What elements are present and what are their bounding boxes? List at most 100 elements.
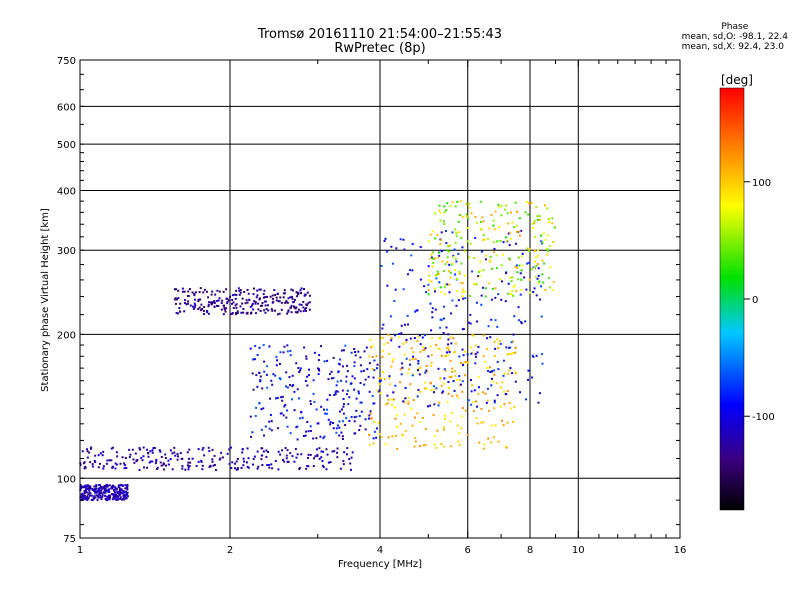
data-point bbox=[426, 370, 429, 373]
data-point bbox=[474, 215, 477, 218]
data-point bbox=[282, 458, 285, 461]
data-point bbox=[553, 226, 556, 229]
data-point bbox=[187, 290, 190, 293]
data-point bbox=[208, 466, 211, 469]
data-point bbox=[477, 376, 480, 379]
data-point bbox=[191, 291, 194, 294]
data-point bbox=[543, 262, 546, 265]
data-point bbox=[532, 227, 535, 230]
data-point bbox=[183, 301, 186, 304]
data-point bbox=[551, 217, 554, 220]
data-point bbox=[275, 364, 278, 367]
data-point bbox=[497, 203, 500, 206]
data-point bbox=[417, 362, 420, 365]
data-point bbox=[232, 307, 235, 310]
data-point bbox=[85, 495, 88, 498]
data-point bbox=[427, 289, 430, 292]
data-point bbox=[300, 303, 303, 306]
data-point bbox=[342, 420, 345, 423]
data-point bbox=[320, 456, 323, 459]
data-point bbox=[304, 307, 307, 310]
data-point bbox=[213, 454, 216, 457]
data-point bbox=[444, 283, 447, 286]
data-point bbox=[245, 299, 248, 302]
data-point bbox=[171, 468, 174, 471]
data-point bbox=[321, 460, 324, 463]
data-point bbox=[353, 364, 356, 367]
data-point bbox=[535, 265, 538, 268]
data-point bbox=[124, 487, 127, 490]
data-point bbox=[439, 286, 442, 289]
data-point bbox=[193, 302, 196, 305]
data-point bbox=[264, 311, 267, 314]
data-point bbox=[400, 332, 403, 335]
data-point bbox=[185, 303, 188, 306]
data-point bbox=[222, 290, 225, 293]
data-point bbox=[505, 239, 508, 242]
data-point bbox=[386, 250, 389, 253]
data-point bbox=[102, 467, 105, 470]
data-point bbox=[436, 429, 439, 432]
data-point bbox=[398, 345, 401, 348]
data-point bbox=[501, 419, 504, 422]
data-point bbox=[218, 458, 221, 461]
data-point bbox=[197, 300, 200, 303]
data-point bbox=[350, 416, 353, 419]
data-point bbox=[191, 457, 194, 460]
data-point bbox=[529, 291, 532, 294]
data-point bbox=[427, 293, 430, 296]
data-point bbox=[447, 245, 450, 248]
data-point bbox=[541, 273, 544, 276]
data-point bbox=[504, 208, 507, 211]
data-point bbox=[439, 243, 442, 246]
data-point bbox=[299, 367, 302, 370]
data-point bbox=[410, 254, 413, 257]
data-point bbox=[223, 308, 226, 311]
data-point bbox=[213, 302, 216, 305]
data-point bbox=[470, 403, 473, 406]
data-point bbox=[494, 210, 497, 213]
data-point bbox=[184, 468, 187, 471]
data-point bbox=[235, 312, 238, 315]
data-point bbox=[391, 360, 394, 363]
data-point bbox=[254, 301, 257, 304]
data-point bbox=[482, 447, 485, 450]
data-point bbox=[128, 448, 131, 451]
data-point bbox=[453, 389, 456, 392]
data-point bbox=[437, 256, 440, 259]
data-point bbox=[210, 293, 213, 296]
data-point bbox=[249, 305, 252, 308]
data-point bbox=[427, 279, 430, 282]
data-point bbox=[138, 447, 141, 450]
data-point bbox=[480, 303, 483, 306]
data-point bbox=[274, 460, 277, 463]
data-point bbox=[436, 270, 439, 273]
data-point bbox=[103, 491, 106, 494]
data-point bbox=[97, 496, 100, 499]
data-point bbox=[304, 434, 307, 437]
data-point bbox=[412, 351, 415, 354]
data-point bbox=[447, 270, 450, 273]
data-point bbox=[480, 407, 483, 410]
data-point bbox=[235, 303, 238, 306]
data-point bbox=[445, 326, 448, 329]
data-point bbox=[435, 277, 438, 280]
data-point bbox=[101, 494, 104, 497]
data-point bbox=[447, 348, 450, 351]
data-point bbox=[259, 309, 262, 312]
data-point bbox=[400, 373, 403, 376]
data-point bbox=[538, 215, 541, 218]
data-point bbox=[289, 432, 292, 435]
data-point bbox=[108, 498, 111, 501]
data-point bbox=[124, 497, 127, 500]
data-point bbox=[124, 484, 127, 487]
data-point bbox=[365, 346, 368, 349]
data-point bbox=[403, 248, 406, 251]
data-point bbox=[372, 344, 375, 347]
data-point bbox=[320, 450, 323, 453]
data-point bbox=[463, 350, 466, 353]
data-point bbox=[404, 429, 407, 432]
data-point bbox=[518, 264, 521, 267]
data-point bbox=[422, 349, 425, 352]
data-point bbox=[532, 355, 535, 358]
